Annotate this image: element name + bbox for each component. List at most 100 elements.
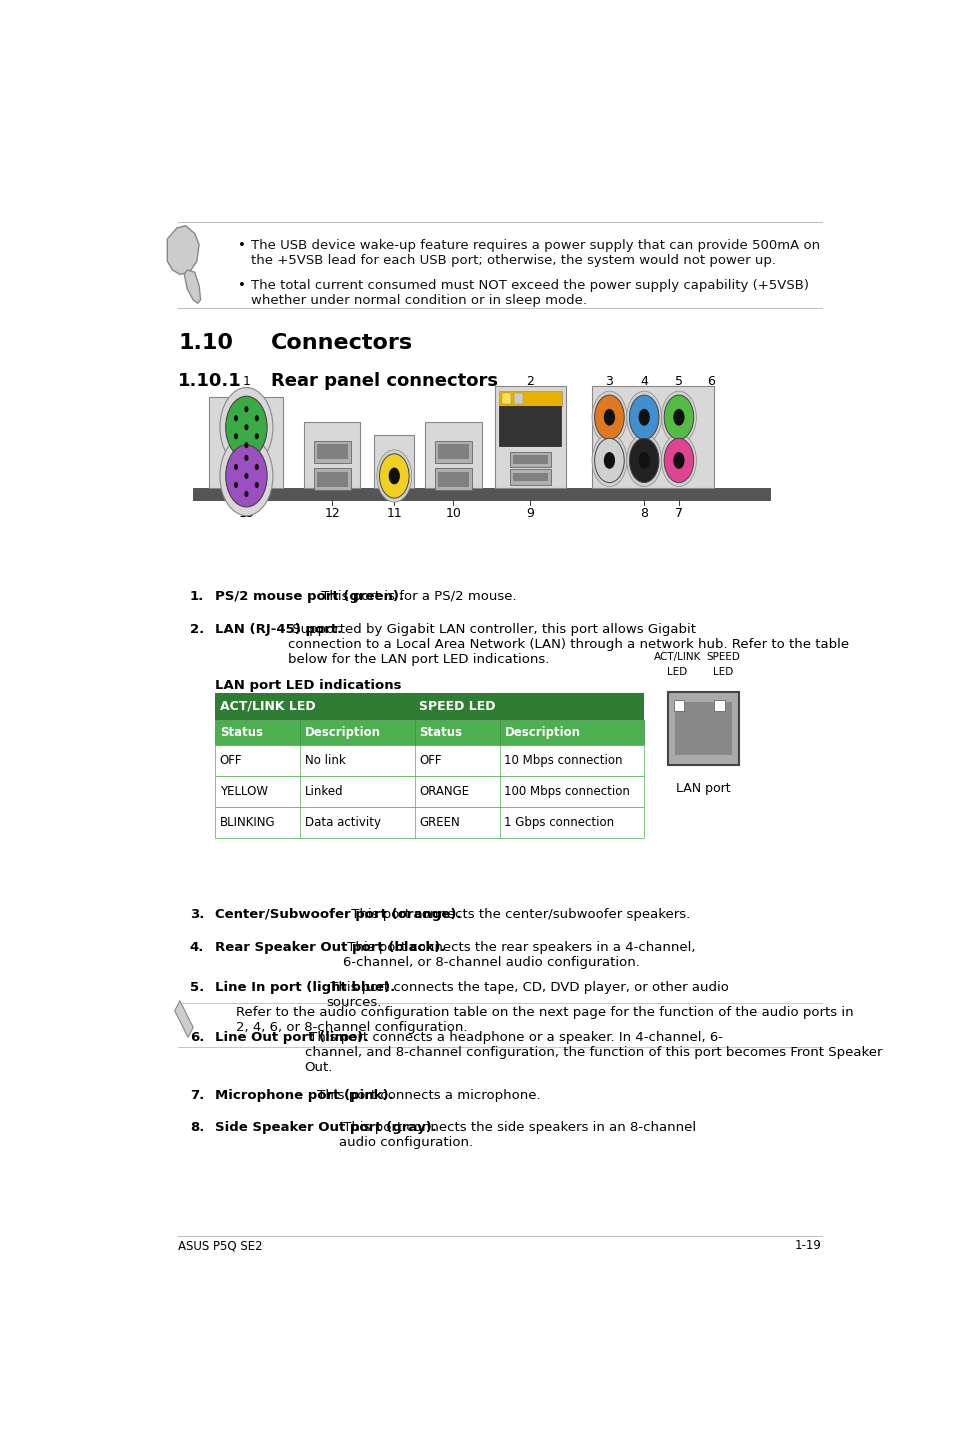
Circle shape (379, 454, 409, 498)
FancyBboxPatch shape (215, 777, 643, 807)
Text: This port connects a microphone.: This port connects a microphone. (313, 1090, 540, 1103)
Circle shape (603, 452, 615, 469)
Text: BLINKING: BLINKING (219, 815, 275, 830)
Circle shape (226, 444, 267, 508)
Text: Line In port (light blue).: Line In port (light blue). (215, 981, 395, 994)
FancyBboxPatch shape (592, 387, 714, 487)
Circle shape (626, 434, 661, 486)
Circle shape (254, 416, 258, 421)
FancyBboxPatch shape (314, 440, 351, 463)
FancyBboxPatch shape (513, 454, 547, 464)
Circle shape (244, 441, 248, 449)
Text: YELLOW: YELLOW (219, 785, 268, 798)
Text: ACT/LINK: ACT/LINK (653, 651, 700, 661)
Circle shape (663, 395, 693, 440)
Circle shape (233, 416, 238, 421)
Circle shape (244, 473, 248, 479)
Text: 6.: 6. (190, 1031, 204, 1044)
Circle shape (660, 391, 696, 443)
Text: •: • (237, 239, 245, 252)
Text: Microphone port (pink).: Microphone port (pink). (215, 1090, 394, 1103)
Circle shape (603, 408, 615, 426)
FancyBboxPatch shape (437, 444, 469, 459)
Text: The total current consumed must NOT exceed the power supply capability (+5VSB)
w: The total current consumed must NOT exce… (251, 279, 808, 306)
FancyBboxPatch shape (193, 487, 769, 500)
FancyBboxPatch shape (215, 745, 643, 777)
Text: Rear panel connectors: Rear panel connectors (271, 372, 497, 390)
Circle shape (244, 454, 248, 462)
Text: This port connects the tape, CD, DVD player, or other audio
sources.: This port connects the tape, CD, DVD pla… (326, 981, 728, 1009)
Polygon shape (184, 270, 200, 303)
Text: LAN port: LAN port (676, 782, 730, 795)
FancyBboxPatch shape (674, 702, 731, 755)
Text: 3.: 3. (190, 907, 204, 920)
Circle shape (626, 391, 661, 443)
FancyBboxPatch shape (316, 444, 347, 459)
Text: 1.10: 1.10 (178, 334, 233, 354)
Text: LAN port LED indications: LAN port LED indications (215, 679, 401, 692)
Text: 7: 7 (674, 508, 682, 521)
Text: SPEED LED: SPEED LED (419, 700, 496, 713)
Circle shape (594, 395, 623, 440)
Text: Supported by Gigabit LAN controller, this port allows Gigabit
connection to a Lo: Supported by Gigabit LAN controller, thi… (288, 623, 848, 666)
Text: GREEN: GREEN (419, 815, 459, 830)
Text: 4.: 4. (190, 940, 204, 953)
FancyBboxPatch shape (498, 391, 561, 406)
Circle shape (638, 408, 649, 426)
FancyBboxPatch shape (210, 397, 283, 487)
Circle shape (220, 388, 273, 467)
FancyBboxPatch shape (314, 469, 351, 490)
Text: Linked: Linked (305, 785, 343, 798)
Circle shape (629, 439, 659, 483)
FancyBboxPatch shape (510, 452, 550, 467)
Circle shape (220, 436, 273, 516)
Text: 1.10.1: 1.10.1 (178, 372, 242, 390)
Text: Description: Description (504, 726, 579, 739)
Text: Status: Status (219, 726, 262, 739)
Text: ACT/LINK LED: ACT/LINK LED (219, 700, 315, 713)
Text: PS/2 mouse port (green).: PS/2 mouse port (green). (215, 590, 404, 603)
Text: No link: No link (305, 754, 345, 766)
FancyBboxPatch shape (435, 469, 472, 490)
FancyBboxPatch shape (510, 469, 550, 485)
Text: 4: 4 (639, 375, 647, 388)
Text: •: • (237, 279, 245, 292)
Circle shape (673, 452, 684, 469)
FancyBboxPatch shape (714, 700, 724, 710)
Text: This port connects the side speakers in an 8-channel
audio configuration.: This port connects the side speakers in … (338, 1122, 695, 1149)
Text: Refer to the audio configuration table on the next page for the function of the : Refer to the audio configuration table o… (235, 1007, 853, 1034)
Circle shape (388, 467, 399, 485)
Text: OFF: OFF (219, 754, 242, 766)
Circle shape (233, 482, 238, 487)
FancyBboxPatch shape (501, 393, 511, 404)
Text: 7.: 7. (190, 1090, 204, 1103)
Text: This port is for a PS/2 mouse.: This port is for a PS/2 mouse. (317, 590, 517, 603)
Text: ORANGE: ORANGE (419, 785, 469, 798)
FancyBboxPatch shape (513, 473, 547, 482)
Text: 13: 13 (238, 508, 254, 521)
Circle shape (244, 490, 248, 498)
Text: 3: 3 (605, 375, 613, 388)
FancyBboxPatch shape (435, 440, 472, 463)
Polygon shape (167, 226, 199, 275)
Text: Line Out port (lime).: Line Out port (lime). (215, 1031, 369, 1044)
Text: 1: 1 (242, 375, 250, 388)
Circle shape (254, 464, 258, 470)
FancyBboxPatch shape (316, 472, 347, 487)
Text: 100 Mbps connection: 100 Mbps connection (504, 785, 630, 798)
Text: 8.: 8. (190, 1122, 204, 1135)
Text: 5.: 5. (190, 981, 204, 994)
Circle shape (629, 395, 659, 440)
Circle shape (254, 433, 258, 440)
Circle shape (592, 391, 626, 443)
Text: This port connects the rear speakers in a 4-channel,
6-channel, or 8-channel aud: This port connects the rear speakers in … (342, 940, 695, 969)
Circle shape (594, 439, 623, 483)
FancyBboxPatch shape (667, 692, 738, 765)
Polygon shape (174, 1001, 193, 1037)
Circle shape (592, 434, 626, 486)
Text: 11: 11 (386, 508, 402, 521)
Text: OFF: OFF (419, 754, 441, 766)
Text: 1.: 1. (190, 590, 204, 603)
Text: 12: 12 (324, 508, 339, 521)
Circle shape (663, 439, 693, 483)
